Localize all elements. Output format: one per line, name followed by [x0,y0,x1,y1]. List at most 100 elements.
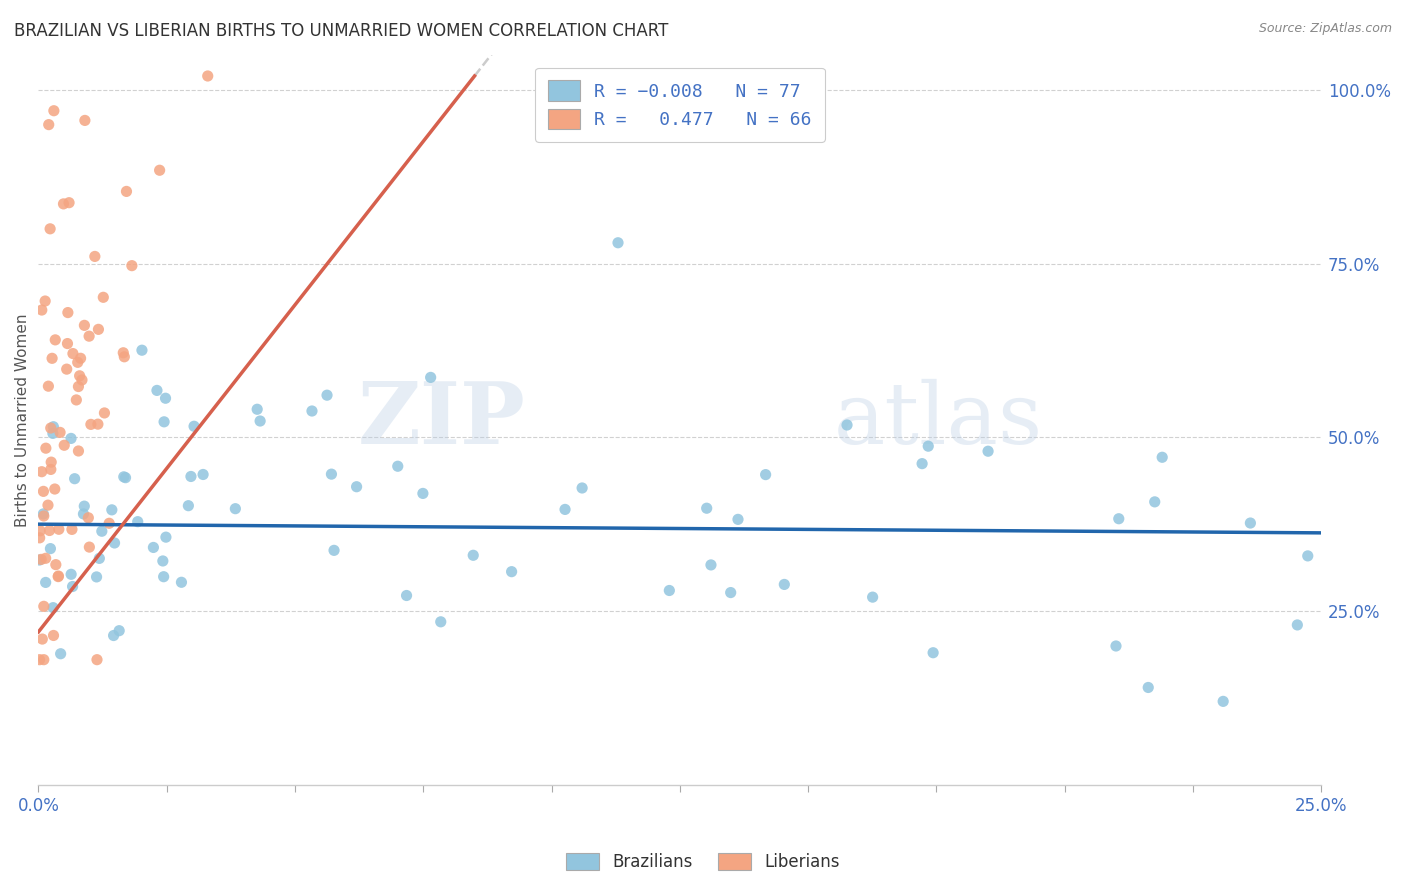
Point [39,421,62,435]
Point [32,507,55,521]
Point [56,336,79,351]
Point [42,628,65,642]
Point [28,531,51,545]
Point [607,235,630,250]
Point [696,501,718,516]
Point [773,577,796,591]
Point [917,439,939,453]
Point [31,465,53,479]
Point [49,425,72,440]
Point [1239,516,1261,530]
Point [37,379,59,393]
Point [46,569,69,583]
Point [1105,639,1128,653]
Point [1212,694,1234,708]
Point [86,653,108,667]
Point [1286,618,1309,632]
Point [93,406,115,420]
Point [1296,549,1319,563]
Point [1137,681,1160,695]
Point [155,391,177,405]
Point [87,417,110,432]
Point [69,368,91,383]
Point [1143,495,1166,509]
Point [44,482,66,496]
Point [67,444,90,458]
Point [73,318,96,333]
Point [32,599,55,614]
Point [346,480,368,494]
Point [44,333,66,347]
Point [387,459,409,474]
Point [911,457,934,471]
Point [429,615,451,629]
Point [755,467,778,482]
Point [38,118,60,132]
Point [45,558,67,572]
Point [32,653,55,667]
Point [72,507,94,521]
Point [571,481,593,495]
Point [70,373,93,387]
Point [835,417,858,432]
Point [152,570,174,584]
Point [73,113,96,128]
Point [463,549,485,563]
Point [127,515,149,529]
Point [246,402,269,417]
Point [35,441,58,455]
Point [39,462,62,476]
Point [48,522,70,536]
Point [39,222,62,236]
Point [224,501,246,516]
Point [77,329,100,343]
Point [30,552,52,566]
Point [90,524,112,539]
Point [28,553,51,567]
Point [98,516,121,531]
Point [62,580,84,594]
Point [48,569,70,583]
Point [86,570,108,584]
Point [42,600,65,615]
Point [142,541,165,555]
Point [249,414,271,428]
Point [183,419,205,434]
Point [977,444,1000,458]
Point [1152,450,1174,465]
Point [89,551,111,566]
Point [60,431,83,445]
Point [49,647,72,661]
Text: ZIP: ZIP [359,378,526,462]
Point [31,632,53,646]
Point [55,362,77,376]
Point [180,469,202,483]
Legend: R = −0.008   N = 77, R =   0.477   N = 66: R = −0.008 N = 77, R = 0.477 N = 66 [534,68,825,142]
Point [34,293,56,308]
Point [31,303,53,318]
Point [323,543,346,558]
Point [121,259,143,273]
Point [321,467,343,482]
Point [103,628,125,642]
Point [131,343,153,358]
Point [155,530,177,544]
Legend: Brazilians, Liberians: Brazilians, Liberians [558,845,848,880]
Point [42,419,65,434]
Point [67,379,90,393]
Point [66,355,89,369]
Point [83,249,105,263]
Point [727,512,749,526]
Point [115,185,138,199]
Point [62,346,84,360]
Point [53,438,76,452]
Text: Source: ZipAtlas.com: Source: ZipAtlas.com [1258,22,1392,36]
Point [32,508,55,523]
Point [112,345,135,359]
Point [395,589,418,603]
Point [63,472,86,486]
Point [501,565,523,579]
Point [77,510,100,524]
Point [58,195,80,210]
Point [56,305,79,319]
